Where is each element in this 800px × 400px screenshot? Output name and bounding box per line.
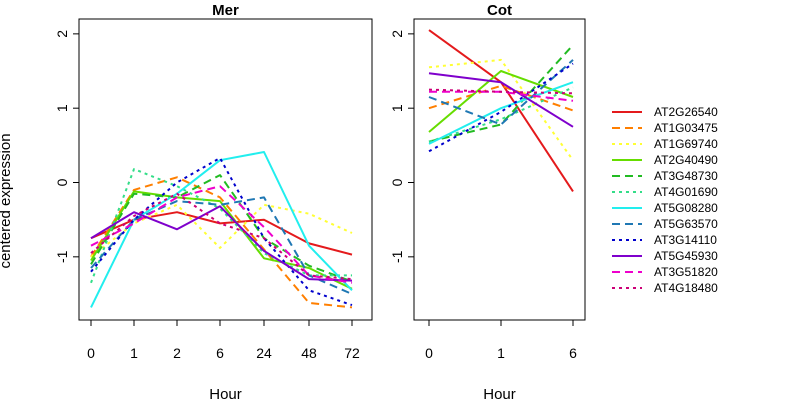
x-tick-label: 2	[173, 345, 181, 361]
y-tick-label: 1	[389, 104, 405, 112]
legend-label: AT4G01690	[654, 185, 718, 199]
series-line-at3g51820	[90, 185, 353, 284]
legend-label: AT5G63570	[654, 217, 718, 231]
y-tick-label: 1	[54, 104, 70, 112]
plot-frame	[413, 18, 586, 321]
x-tick-label: 48	[301, 345, 317, 361]
series-line-at5g08280	[90, 151, 353, 308]
panel-title: Cot	[487, 2, 512, 19]
legend: AT2G26540 AT1G03475 AT1G69740 AT2G40490 AT3G…	[612, 105, 718, 295]
legend-label: AT1G69740	[654, 137, 718, 151]
series-line-at5g45930	[428, 72, 574, 128]
legend-label: AT2G26540	[654, 105, 718, 119]
legend-label: AT3G51820	[654, 265, 718, 279]
series-line-at5g08280	[428, 81, 574, 145]
panel-cot: Cot -1 0 1 2 0 1 6 Hour	[389, 2, 586, 400]
series-line-at5g63570	[90, 196, 353, 295]
series-line-at3g14110	[90, 157, 353, 307]
y-tick-label: -1	[54, 250, 70, 263]
series-line-at4g18480	[90, 192, 353, 281]
y-tick-label: 0	[54, 178, 70, 186]
series-line-at2g40490	[90, 190, 353, 290]
series-line-at2g26540	[90, 211, 353, 256]
series-line-at4g18480	[428, 88, 574, 95]
series-line-at1g69740	[428, 58, 574, 161]
series-line-at3g48730	[428, 44, 574, 143]
x-tick-label: 0	[87, 345, 95, 361]
legend-label: AT4G18480	[654, 281, 718, 295]
series-line-at1g69740	[90, 203, 353, 258]
y-tick-label: 2	[54, 30, 70, 38]
y-tick-label: 0	[389, 178, 405, 186]
legend-label: AT1G03475	[654, 121, 718, 135]
legend-label: AT5G08280	[654, 201, 718, 215]
x-tick-label: 1	[130, 345, 138, 361]
x-tick-label: 24	[256, 345, 272, 361]
x-tick-label: 72	[344, 345, 360, 361]
x-tick-label: 6	[216, 345, 224, 361]
series-line-at3g51820	[429, 90, 574, 102]
x-axis-title: Hour	[483, 386, 516, 400]
x-axis-title: Hour	[209, 386, 242, 400]
legend-label: AT2G40490	[654, 153, 718, 167]
series-line-at5g45930	[90, 205, 353, 282]
legend-label: AT3G48730	[654, 169, 718, 183]
x-tick-label: 1	[497, 345, 505, 361]
series-line-at2g26540	[428, 29, 574, 192]
x-tick-label: 6	[569, 345, 577, 361]
x-tick-label: 0	[425, 345, 433, 361]
legend-label: AT5G45930	[654, 249, 718, 263]
series-line-at3g48730	[90, 174, 353, 283]
series-line-at2g40490	[428, 70, 574, 133]
series-line-at1g03475	[90, 176, 353, 309]
panel-mer: Mer -1 0 1 2 0 1 2 6 24 48 72 Hour	[54, 2, 373, 400]
panel-title: Mer	[212, 2, 239, 19]
legend-label: AT3G14110	[654, 233, 717, 247]
y-axis-title: centered expression	[0, 133, 14, 268]
plot-frame	[78, 18, 373, 321]
y-tick-label: -1	[389, 250, 405, 263]
y-tick-label: 2	[389, 30, 405, 38]
